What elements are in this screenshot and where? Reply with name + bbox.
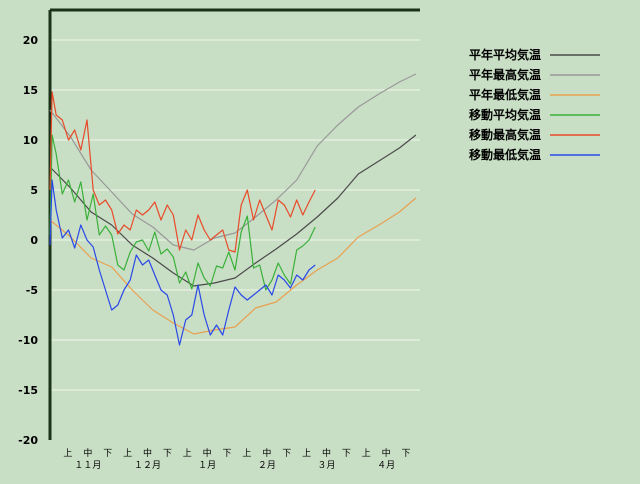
legend-label: 平年最低気温: [469, 87, 541, 102]
legend-label: 移動最低気温: [469, 147, 541, 162]
x-month-label: １月: [198, 460, 216, 471]
x-period-label: 下: [282, 449, 291, 459]
x-period-label: 中: [262, 447, 271, 459]
x-period-label: 中: [382, 447, 391, 459]
x-period-label: 中: [143, 447, 152, 459]
y-tick-label: 10: [23, 134, 39, 147]
legend-label: 平年平均気温: [469, 47, 541, 62]
series-line: [49, 91, 316, 253]
x-period-label: 上: [302, 448, 311, 459]
x-month-label: １１月: [74, 460, 101, 471]
x-period-label: 下: [342, 449, 351, 459]
x-month-label: ４月: [377, 460, 395, 471]
x-period-label: 下: [163, 449, 172, 459]
y-tick-label: -15: [18, 384, 38, 397]
y-tick-label: 0: [30, 234, 38, 247]
x-period-label: 中: [83, 447, 92, 459]
x-month-label: １２月: [134, 460, 161, 471]
y-tick-label: -10: [18, 334, 38, 347]
x-period-label: 中: [203, 447, 212, 459]
x-period-label: 下: [402, 449, 411, 459]
x-period-label: 上: [63, 448, 72, 459]
x-period-label: 中: [322, 447, 331, 459]
legend-label: 移動最高気温: [469, 127, 541, 142]
y-tick-label: -20: [18, 434, 38, 447]
y-tick-label: 15: [23, 84, 38, 97]
y-tick-label: -5: [26, 284, 38, 297]
x-month-label: ３月: [317, 460, 335, 471]
y-tick-label: 20: [23, 34, 39, 47]
series-line: [49, 179, 316, 346]
legend-label: 移動平均気温: [469, 107, 541, 122]
legend-label: 平年最高気温: [469, 67, 541, 82]
y-tick-label: 5: [30, 184, 38, 197]
x-period-label: 下: [103, 449, 112, 459]
x-period-label: 上: [183, 448, 192, 459]
x-period-label: 上: [362, 448, 371, 459]
series-line: [49, 73, 417, 251]
x-month-label: ２月: [258, 460, 276, 471]
series-line: [49, 197, 417, 335]
x-period-label: 上: [123, 448, 132, 459]
series-line: [49, 134, 316, 291]
x-period-label: 上: [242, 448, 251, 459]
x-period-label: 下: [223, 449, 232, 459]
series-line: [49, 134, 417, 287]
